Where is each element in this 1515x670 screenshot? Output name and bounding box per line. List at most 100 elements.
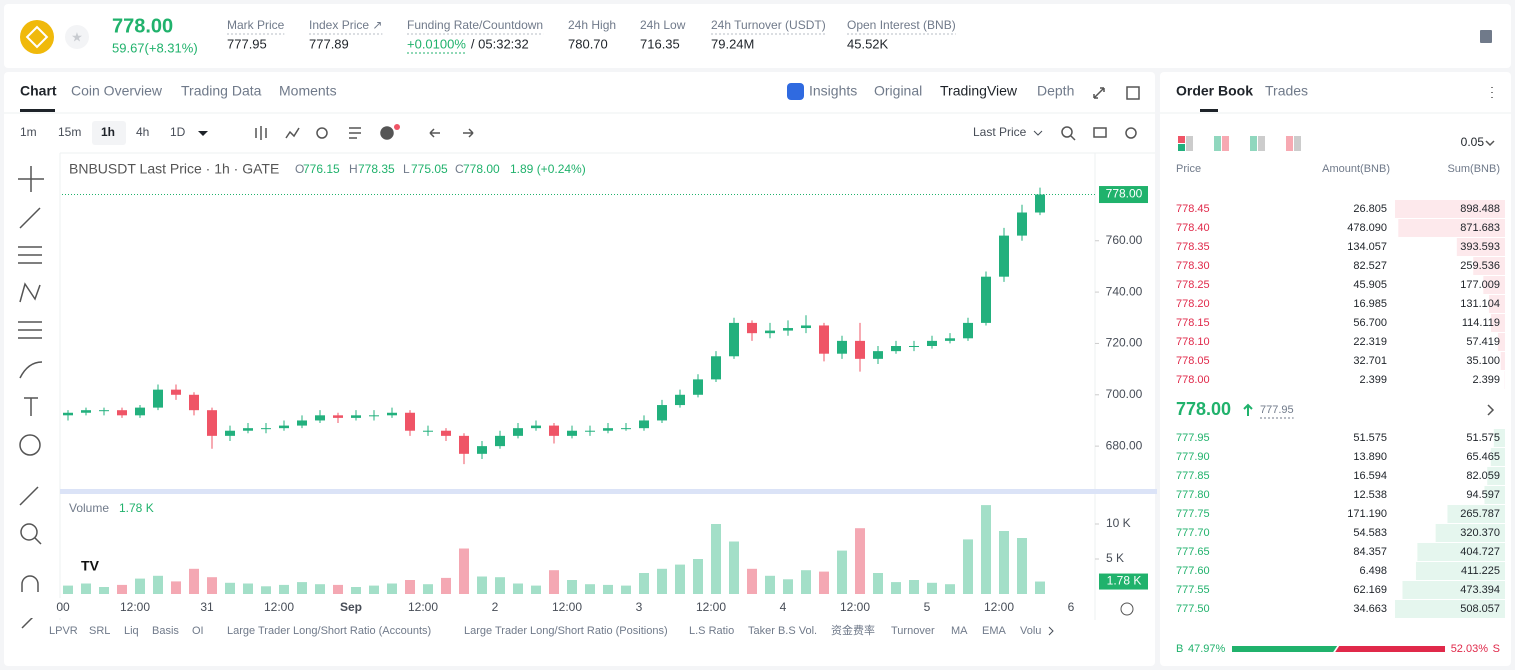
book-sum: 393.593: [1460, 241, 1500, 253]
candle-body: [963, 322, 973, 339]
volume-bar: [387, 583, 397, 594]
volume-value: 1.78 K: [119, 501, 154, 515]
indicator[interactable]: Turnover: [891, 625, 935, 637]
indicator[interactable]: Taker B.S Vol.: [748, 625, 817, 637]
book-price: 778.20: [1176, 298, 1210, 310]
volume-bar: [531, 585, 541, 594]
indicator[interactable]: Basis: [152, 625, 179, 637]
book-tab[interactable]: Order Book: [1176, 83, 1253, 99]
star-icon: ★: [71, 29, 83, 44]
x-tick-label: 12:00: [120, 600, 150, 614]
volume-bar: [333, 584, 343, 594]
view-tab[interactable]: Original: [874, 83, 922, 99]
book-price: 778.15: [1176, 317, 1210, 329]
volume-bar: [423, 584, 433, 594]
interval[interactable]: 4h: [136, 125, 149, 139]
candle-body: [423, 430, 433, 432]
candle-body: [891, 346, 901, 352]
caret[interactable]: [198, 131, 208, 136]
book-amount: 13.890: [1353, 451, 1387, 463]
interval[interactable]: 1m: [20, 125, 37, 139]
candle-body: [1035, 194, 1045, 213]
depth-bar: [1493, 429, 1505, 447]
indicator[interactable]: SRL: [89, 625, 110, 637]
stat-value: 716.35: [640, 36, 680, 51]
candle-body: [117, 410, 127, 416]
interval[interactable]: 1h: [101, 125, 115, 139]
view-tab[interactable]: Insights: [809, 83, 857, 99]
book-sum: 404.727: [1460, 546, 1500, 558]
candle-body: [549, 425, 559, 436]
price-source[interactable]: Last Price: [973, 125, 1027, 139]
tab[interactable]: Moments: [279, 83, 337, 99]
y-tick-label: 720.00: [1106, 336, 1143, 350]
book-amount: 12.538: [1353, 489, 1387, 501]
y-tick-label: 700.00: [1106, 387, 1143, 401]
interval[interactable]: 15m: [58, 125, 81, 139]
indicator[interactable]: OI: [192, 625, 204, 637]
indicator[interactable]: 资金费率: [831, 623, 875, 637]
book-amount: 6.498: [1359, 565, 1387, 577]
view-tab[interactable]: TradingView: [940, 83, 1018, 99]
indicator[interactable]: LPVR: [49, 625, 78, 637]
volume-bar: [477, 576, 487, 594]
book-price: 778.05: [1176, 355, 1210, 367]
book-price: 777.85: [1176, 470, 1210, 482]
x-tick-label: 2: [492, 600, 499, 614]
candle-body: [279, 425, 289, 429]
candle-body: [585, 430, 595, 432]
volume-bar: [99, 587, 109, 594]
volume-bar: [459, 548, 469, 594]
settings-icon[interactable]: [1120, 602, 1134, 616]
indicator[interactable]: Large Trader Long/Short Ratio (Positions…: [464, 625, 668, 637]
candle-body: [261, 428, 271, 430]
book-price: 778.45: [1176, 203, 1210, 215]
candle-body: [621, 428, 631, 430]
mid-price: 778.00: [1176, 399, 1231, 419]
book-sum: 57.419: [1466, 336, 1500, 348]
stat-label: Mark Price: [227, 18, 285, 32]
indicator[interactable]: MA: [951, 625, 968, 637]
volume-bar: [639, 573, 649, 594]
candle-body: [225, 430, 235, 436]
legend-key: O: [295, 162, 304, 176]
tab[interactable]: Trading Data: [181, 83, 262, 99]
stat-label: Funding Rate/Countdown: [407, 18, 543, 32]
favorite-button[interactable]: [65, 25, 89, 49]
volume-bar: [117, 584, 127, 594]
book-sum: 898.488: [1460, 203, 1500, 215]
tab[interactable]: Chart: [20, 83, 57, 99]
book-price: 777.55: [1176, 584, 1210, 596]
x-tick-label: Sep: [340, 600, 362, 614]
column-header: Amount(BNB): [1322, 163, 1390, 175]
candle-body: [945, 338, 955, 341]
book-price: 777.50: [1176, 603, 1210, 615]
x-tick-label: 4: [780, 600, 787, 614]
indicator[interactable]: Volu: [1020, 625, 1041, 637]
volume-bar: [441, 577, 451, 594]
interval[interactable]: 1D: [170, 125, 186, 139]
volume-bar: [567, 580, 577, 594]
book-tab[interactable]: Trades: [1265, 83, 1308, 99]
candle-body: [639, 420, 649, 429]
indicator[interactable]: EMA: [982, 625, 1007, 637]
indicator[interactable]: Liq: [124, 625, 139, 637]
view-tab[interactable]: Depth: [1037, 83, 1074, 99]
candle-body: [495, 435, 505, 447]
candle-body: [81, 410, 91, 413]
book-price: 777.60: [1176, 565, 1210, 577]
volume-bar: [837, 550, 847, 594]
x-tick-label: 12:00: [552, 600, 582, 614]
tab[interactable]: Coin Overview: [71, 83, 163, 99]
indicator[interactable]: Large Trader Long/Short Ratio (Accounts): [227, 625, 431, 637]
v-tick-label: 10 K: [1106, 516, 1131, 530]
legend-value: 776.15: [303, 162, 340, 176]
indicator[interactable]: L.S Ratio: [689, 625, 734, 637]
notes-icon[interactable]: [1480, 30, 1492, 43]
price-change: 59.67(+8.31%): [112, 40, 198, 55]
step-select[interactable]: 0.05: [1461, 135, 1485, 149]
volume-bar: [405, 580, 415, 594]
book-sum: 473.394: [1460, 584, 1500, 596]
volume-title: Volume: [69, 501, 109, 515]
